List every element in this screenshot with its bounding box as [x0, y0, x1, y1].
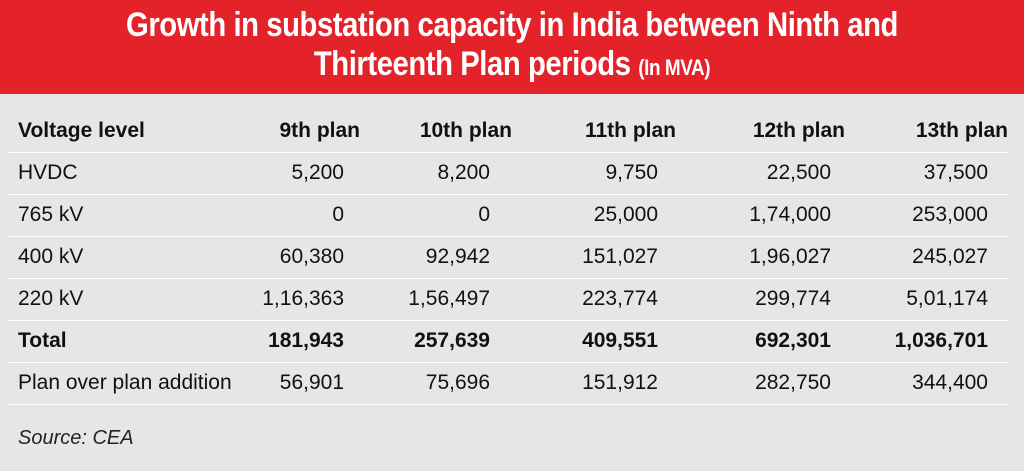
table-header-row: Voltage level 9th plan 10th plan 11th pl…	[8, 110, 1008, 152]
cell-10th: 1,56,497	[408, 287, 490, 310]
cell-12th: 22,500	[766, 161, 831, 184]
cell-13th: 37,500	[923, 161, 988, 184]
table-area: Voltage level 9th plan 10th plan 11th pl…	[0, 94, 1024, 471]
cell-12th: 1,74,000	[749, 203, 831, 226]
cell-11th: 151,027	[582, 245, 658, 268]
cell-13th: 5,01,174	[906, 287, 988, 310]
cell-11th: 9,750	[605, 161, 658, 184]
cell-13th: 1,036,701	[894, 329, 988, 352]
cell-9th: 5,200	[291, 161, 344, 184]
cell-13th: 253,000	[912, 203, 988, 226]
cell-12th: 1,96,027	[749, 245, 831, 268]
title-line-2: Thirteenth Plan periods (In MVA)	[72, 45, 953, 84]
cell-12th: 692,301	[755, 329, 831, 352]
cell-10th: 8,200	[437, 161, 490, 184]
cell-12th: 299,774	[755, 287, 831, 310]
header-12th-plan: 12th plan	[752, 118, 845, 142]
cell-9th: 60,380	[279, 245, 344, 268]
cell-11th: 25,000	[593, 203, 658, 226]
cell-12th: 282,750	[755, 371, 831, 394]
cell-11th: 409,551	[582, 329, 658, 352]
header-10th-plan: 10th plan	[419, 118, 512, 142]
cell-10th: 257,639	[414, 329, 490, 352]
cell-9th: 56,901	[279, 371, 344, 394]
header-11th-plan: 11th plan	[584, 118, 676, 142]
capacity-table: Voltage level 9th plan 10th plan 11th pl…	[8, 110, 1008, 405]
cell-9th: 0	[332, 203, 344, 226]
cell-10th: 92,942	[425, 245, 490, 268]
row-label: Total	[18, 329, 67, 352]
row-label: Plan over plan addition	[18, 371, 232, 394]
table-row-plan-over-plan: Plan over plan addition 56,901 75,696 15…	[8, 362, 1008, 404]
row-label: HVDC	[18, 161, 78, 184]
cell-9th: 1,16,363	[262, 287, 344, 310]
cell-9th: 181,943	[268, 329, 344, 352]
cell-13th: 245,027	[912, 245, 988, 268]
table-row-400kv: 400 kV 60,380 92,942 151,027 1,96,027 24…	[8, 236, 1008, 278]
cell-11th: 151,912	[582, 371, 658, 394]
title-banner: Growth in substation capacity in India b…	[0, 0, 1024, 94]
table-row-220kv: 220 kV 1,16,363 1,56,497 223,774 299,774…	[8, 278, 1008, 320]
table-row-total: Total 181,943 257,639 409,551 692,301 1,…	[8, 320, 1008, 362]
cell-11th: 223,774	[582, 287, 658, 310]
cell-13th: 344,400	[912, 371, 988, 394]
header-voltage-level: Voltage level	[18, 118, 145, 142]
cell-10th: 0	[478, 203, 490, 226]
row-label: 765 kV	[18, 203, 84, 226]
row-label: 400 kV	[18, 245, 84, 268]
cell-10th: 75,696	[425, 371, 490, 394]
title-line-2-text: Thirteenth Plan periods	[313, 45, 631, 83]
title-unit: (In MVA)	[638, 55, 711, 80]
title-line-1: Growth in substation capacity in India b…	[126, 6, 898, 44]
header-13th-plan: 13th plan	[915, 118, 1008, 142]
table-row-hvdc: HVDC 5,200 8,200 9,750 22,500 37,500	[8, 152, 1008, 194]
header-9th-plan: 9th plan	[279, 118, 360, 142]
source-note: Source: CEA	[18, 427, 134, 449]
table-row-765kv: 765 kV 0 0 25,000 1,74,000 253,000	[8, 194, 1008, 236]
row-label: 220 kV	[18, 287, 84, 310]
